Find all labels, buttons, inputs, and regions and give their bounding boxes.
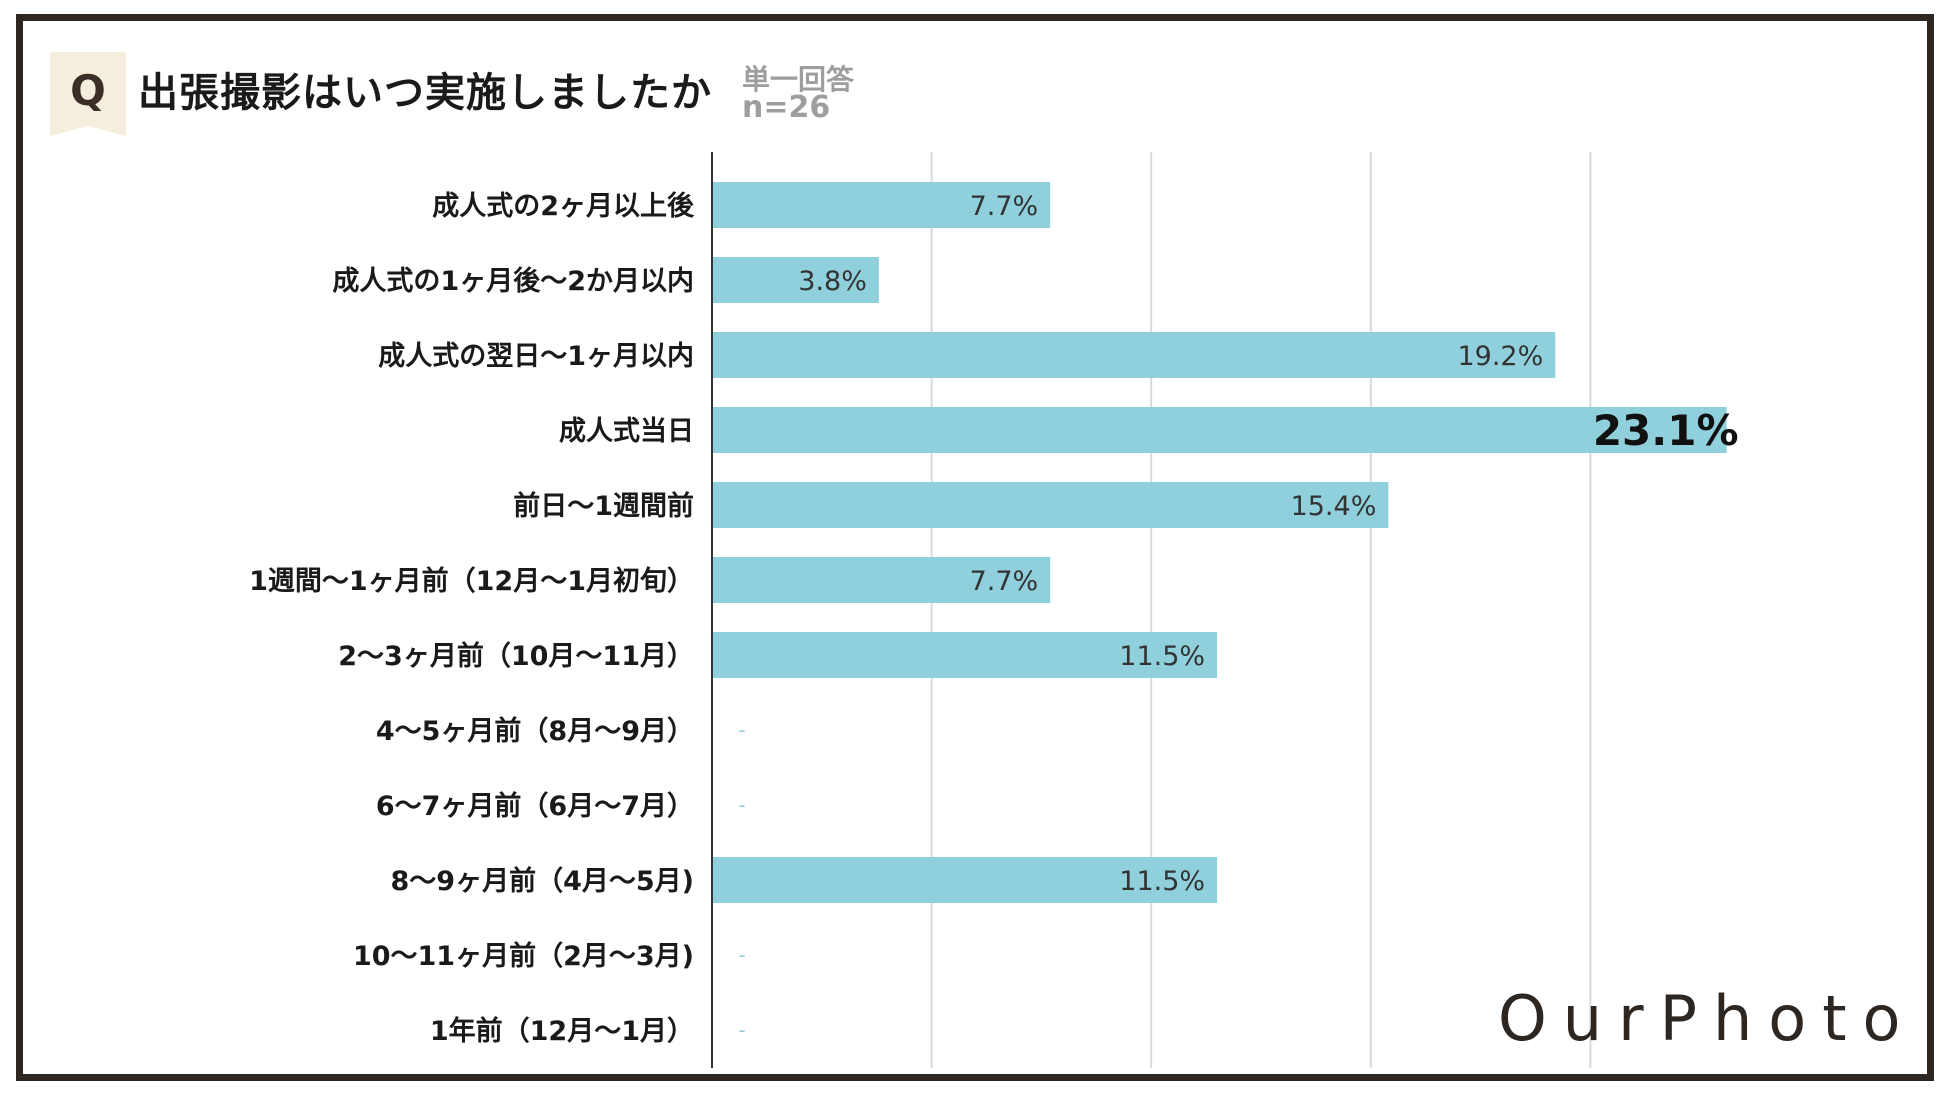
bar <box>712 482 1389 528</box>
category-labels: 成人式の2ヶ月以上後成人式の1ヶ月後～2か月以内成人式の翌日～1ヶ月以内成人式当… <box>249 191 695 1047</box>
category-label: 成人式の翌日～1ヶ月以内 <box>378 341 694 372</box>
chart-title: 出張撮影はいつ実施しましたか <box>138 70 712 116</box>
category-label: 10～11ヶ月前（2月～3月) <box>353 940 694 972</box>
bar <box>712 857 1218 903</box>
gridlines <box>930 152 1592 1068</box>
category-label: 6～7ヶ月前（6月～7月） <box>376 790 694 822</box>
value-label: 7.7% <box>970 566 1039 597</box>
category-label: 成人式の2ヶ月以上後 <box>432 191 695 222</box>
category-label: 成人式の1ヶ月後～2か月以内 <box>332 266 694 297</box>
value-label: 7.7% <box>970 191 1039 222</box>
value-label: - <box>738 718 745 742</box>
category-label: 成人式当日 <box>559 416 694 447</box>
bar <box>712 182 1051 228</box>
value-label: 11.5% <box>1119 641 1205 672</box>
bar <box>712 257 879 303</box>
bar <box>712 632 1218 678</box>
value-label: - <box>738 1018 745 1042</box>
ourphoto-logo: OurPhoto <box>1498 982 1917 1055</box>
category-label: 4～5ヶ月前（8月～9月） <box>376 715 694 747</box>
sample-size-note: n=26 <box>742 90 831 125</box>
category-label: 1週間～1ヶ月前（12月～1月初旬） <box>249 565 694 597</box>
category-label: 2～3ヶ月前（10月～11月） <box>338 640 694 672</box>
value-labels: 7.7% 3.8% 19.2% 23.1% 15.4% 7.7% 11.5% - - 11.5% -… <box>738 191 1738 1042</box>
category-label: 8～9ヶ月前（4月～5月) <box>391 865 695 897</box>
value-label: 15.4% <box>1291 491 1377 522</box>
bar <box>712 557 1051 603</box>
category-label: 前日～1週間前 <box>513 490 694 522</box>
answer-type-note: 単一回答 <box>742 63 855 96</box>
bars <box>712 182 1727 903</box>
question-badge-letter: Q <box>70 66 106 115</box>
bar <box>712 332 1556 378</box>
value-label: 11.5% <box>1119 866 1205 897</box>
value-label: 23.1% <box>1593 406 1739 455</box>
value-label: - <box>738 943 745 967</box>
value-label: - <box>738 793 745 817</box>
bar <box>712 407 1727 453</box>
value-label: 3.8% <box>798 266 867 297</box>
category-label: 1年前（12月～1月） <box>430 1015 694 1047</box>
value-label: 19.2% <box>1457 341 1543 372</box>
question-badge: Q <box>50 52 126 136</box>
